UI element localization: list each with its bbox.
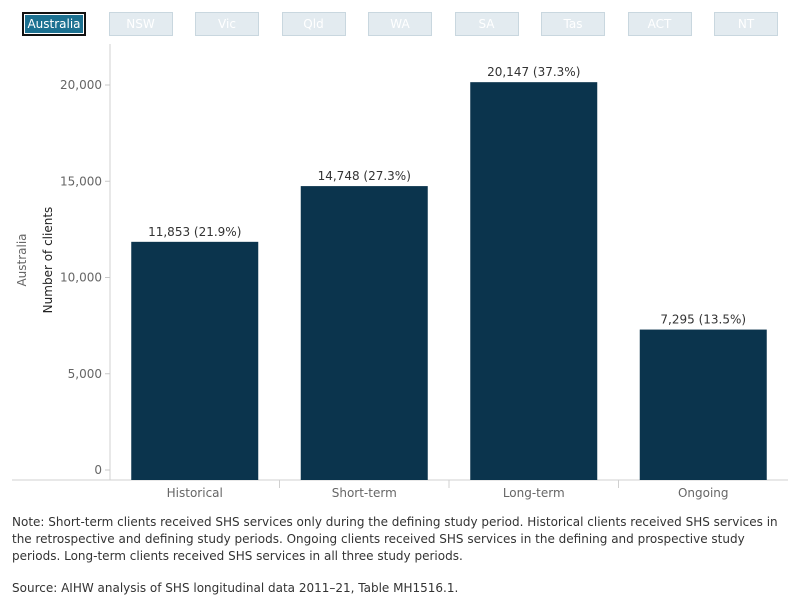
bar-historical [131, 241, 259, 480]
tab-nsw[interactable]: NSW [108, 12, 173, 36]
y-tick-label: 20,000 [60, 78, 102, 92]
y-tick-label: 15,000 [60, 174, 102, 188]
tab-vic[interactable]: Vic [195, 12, 259, 36]
x-tick-label: Historical [167, 486, 223, 500]
tab-nt[interactable]: NT [714, 12, 778, 36]
data-label: 7,295 (13.5%) [660, 313, 746, 327]
bar-long-term [470, 82, 598, 480]
y-tick-label: 0 [94, 463, 102, 477]
x-tick-label: Long-term [503, 486, 565, 500]
x-tick-label: Short-term [332, 486, 397, 500]
tab-qld[interactable]: Qld [281, 12, 346, 36]
tab-tas[interactable]: Tas [541, 12, 605, 36]
data-label: 14,748 (27.3%) [318, 169, 411, 183]
tab-wa[interactable]: WA [368, 12, 432, 36]
bar-short-term [300, 186, 428, 480]
state-tab-bar: Australia NSW Vic Qld WA SA Tas ACT NT [22, 12, 782, 36]
x-tick-label: Ongoing [678, 486, 729, 500]
y-tick-label: 5,000 [68, 367, 102, 381]
y-tick-label: 10,000 [60, 271, 102, 285]
y-axis-title: Number of clients [41, 207, 55, 314]
tab-act[interactable]: ACT [627, 12, 692, 36]
bar-ongoing [639, 329, 767, 480]
tab-sa[interactable]: SA [454, 12, 519, 36]
row-header-label: Australia [15, 233, 29, 286]
chart-note: Note: Short-term clients received SHS se… [12, 515, 778, 563]
tab-australia[interactable]: Australia [22, 12, 86, 36]
chart-source: Source: AIHW analysis of SHS longitudina… [12, 581, 459, 595]
data-label: 11,853 (21.9%) [148, 225, 241, 239]
data-label: 20,147 (37.3%) [487, 65, 580, 79]
bar-chart: 0 5,000 10,000 15,000 20,000 Number of client… [12, 44, 788, 500]
